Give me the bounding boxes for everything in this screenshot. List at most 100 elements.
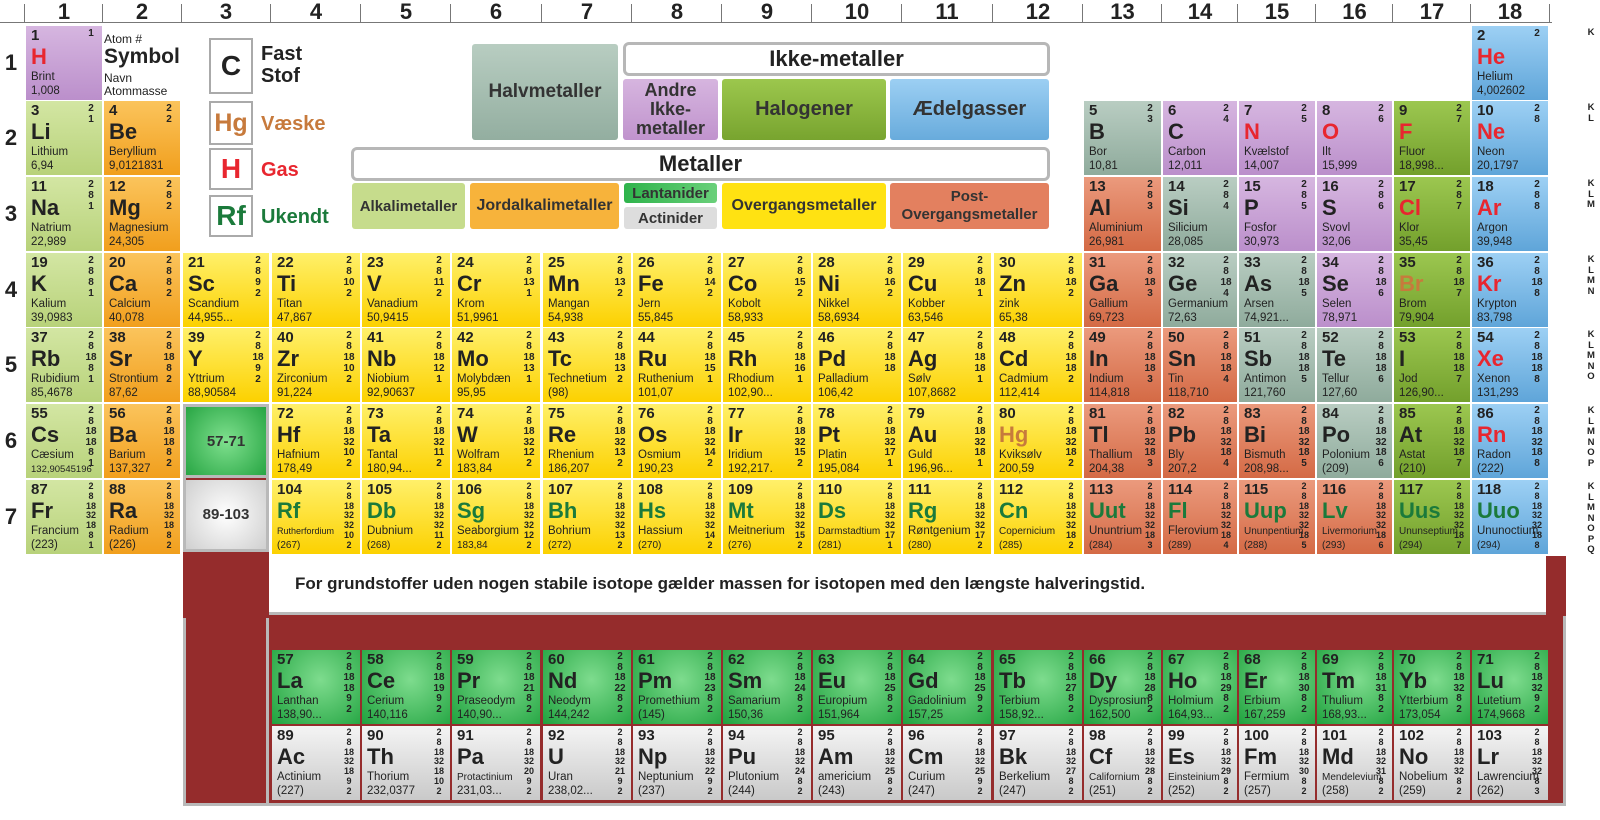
element-cell-s[interactable]: 16 S Svovl 32,06 2 8 6	[1317, 177, 1392, 251]
element-cell-ac[interactable]: 89 Ac Actinium (227) 2 8 18 32 18 9 2	[272, 726, 360, 800]
element-cell-ge[interactable]: 32 Ge Germanium 72,63 2 8 18 4	[1163, 253, 1237, 327]
element-cell-ho[interactable]: 67 Ho Holmium 164,93... 2 8 18 29 8 2	[1163, 650, 1237, 724]
element-cell-bh[interactable]: 107 Bh Bohrium (272) 2 8 18 32 32 13 2	[543, 480, 631, 554]
element-cell-cu[interactable]: 29 Cu Kobber 63,546 2 8 18 1	[903, 253, 991, 327]
element-cell-te[interactable]: 52 Te Tellur 127,60 2 8 18 18 6	[1317, 328, 1392, 402]
element-cell-dy[interactable]: 66 Dy Dysprosium 162,500 2 8 18 28 8 2	[1084, 650, 1161, 724]
element-cell-li[interactable]: 3 Li Lithium 6,94 2 1	[26, 101, 102, 175]
element-cell-nd[interactable]: 60 Nd Neodym 144,242 2 8 18 22 8 2	[543, 650, 631, 724]
element-cell-ta[interactable]: 73 Ta Tantal 180,94... 2 8 18 32 11 2	[362, 404, 450, 478]
element-cell-th[interactable]: 90 Th Thorium 232,0377 2 8 18 32 18 10 2	[362, 726, 450, 800]
element-cell-ne[interactable]: 10 Ne Neon 20,1797 2 8	[1472, 101, 1548, 175]
element-cell-lr[interactable]: 103 Lr Lawrencium (262) 2 8 18 32 32 8 3	[1472, 726, 1548, 800]
element-cell-tm[interactable]: 69 Tm Thulium 168,93... 2 8 18 31 8 2	[1317, 650, 1392, 724]
element-cell-er[interactable]: 68 Er Erbium 167,259 2 8 18 30 8 2	[1239, 650, 1315, 724]
element-cell-sb[interactable]: 51 Sb Antimon 121,760 2 8 18 18 5	[1239, 328, 1315, 402]
element-cell-rg[interactable]: 111 Rg Røntgenium (280) 2 8 18 32 32 17 2	[903, 480, 991, 554]
element-cell-uuo[interactable]: 118 Uuo Ununoctium (294) 2 8 18 32 32 18 8	[1472, 480, 1548, 554]
element-cell-ag[interactable]: 47 Ag Sølv 107,8682 2 8 18 18 1	[903, 328, 991, 402]
element-cell-sn[interactable]: 50 Sn Tin 118,710 2 8 18 18 4	[1163, 328, 1237, 402]
element-cell-pa[interactable]: 91 Pa Protactinium 231,03... 2 8 18 32 20 9 2	[452, 726, 540, 800]
element-cell-y[interactable]: 39 Y Yttrium 88,90584 2 8 18 9 2	[183, 328, 269, 402]
element-cell-lu[interactable]: 71 Lu Lutetium 174,9668 2 8 18 32 9 2	[1472, 650, 1548, 724]
element-cell-p[interactable]: 15 P Fosfor 30,973 2 8 5	[1239, 177, 1315, 251]
element-cell-cf[interactable]: 98 Cf Californium (251) 2 8 18 32 28 8 2	[1084, 726, 1161, 800]
element-cell-ni[interactable]: 28 Ni Nikkel 58,6934 2 8 16 2	[813, 253, 901, 327]
element-cell-cl[interactable]: 17 Cl Klor 35,45 2 8 7	[1394, 177, 1470, 251]
element-cell-na[interactable]: 11 Na Natrium 22,989 2 8 1	[26, 177, 102, 251]
element-cell-uus[interactable]: 117 Uus Ununseptium (294) 2 8 18 32 32 18 7	[1394, 480, 1470, 554]
element-cell-es[interactable]: 99 Es Einsteinium (252) 2 8 18 32 29 8 2	[1163, 726, 1237, 800]
element-cell-zn[interactable]: 30 Zn zink 65,38 2 8 18 2	[994, 253, 1082, 327]
element-cell-fr[interactable]: 87 Fr Francium (223) 2 8 18 32 18 8 1	[26, 480, 102, 554]
element-cell-pr[interactable]: 59 Pr Praseodym 140,90... 2 8 18 21 8 2	[452, 650, 540, 724]
element-cell-f[interactable]: 9 F Fluor 18,998... 2 7	[1394, 101, 1470, 175]
element-cell-h[interactable]: 1 H Brint 1,008 1	[26, 26, 102, 100]
element-cell-eu[interactable]: 63 Eu Europium 151,964 2 8 18 25 8 2	[813, 650, 901, 724]
element-cell-rf[interactable]: 104 Rf Rutherfordium (267) 2 8 18 32 32 10 2	[272, 480, 360, 554]
element-cell-u[interactable]: 92 U Uran 238,02... 2 8 18 32 21 9 2	[543, 726, 631, 800]
element-cell-md[interactable]: 101 Md Mendelevium (258) 2 8 18 32 31 8 2	[1317, 726, 1392, 800]
element-cell-mo[interactable]: 42 Mo Molybdæn 95,95 2 8 18 13 1	[452, 328, 540, 402]
element-cell-pm[interactable]: 61 Pm Promethium (145) 2 8 18 23 8 2	[633, 650, 721, 724]
element-cell-mg[interactable]: 12 Mg Magnesium 24,305 2 8 2	[104, 177, 180, 251]
element-cell-tb[interactable]: 65 Tb Terbium 158,92... 2 8 18 27 8 2	[994, 650, 1082, 724]
element-cell-bi[interactable]: 83 Bi Bismuth 208,98... 2 8 18 32 18 5	[1239, 404, 1315, 478]
element-cell-po[interactable]: 84 Po Polonium (209) 2 8 18 32 18 6	[1317, 404, 1392, 478]
element-cell-si[interactable]: 14 Si Silicium 28,085 2 8 4	[1163, 177, 1237, 251]
element-cell-cs[interactable]: 55 Cs Cæsium 132,90545196 2 8 18 18 8 1	[26, 404, 102, 478]
element-cell-fm[interactable]: 100 Fm Fermium (257) 2 8 18 32 30 8 2	[1239, 726, 1315, 800]
element-cell-ce[interactable]: 58 Ce Cerium 140,116 2 8 18 19 9 2	[362, 650, 450, 724]
element-cell-pt[interactable]: 78 Pt Platin 195,084 2 8 18 32 17 1	[813, 404, 901, 478]
element-cell-i[interactable]: 53 I Jod 126,90... 2 8 18 18 7	[1394, 328, 1470, 402]
element-cell-al[interactable]: 13 Al Aluminium 26,981 2 8 3	[1084, 177, 1161, 251]
element-cell-os[interactable]: 76 Os Osmium 190,23 2 8 18 32 14 2	[633, 404, 721, 478]
element-cell-hf[interactable]: 72 Hf Hafnium 178,49 2 8 18 32 10 2	[272, 404, 360, 478]
element-cell-zr[interactable]: 40 Zr Zirconium 91,224 2 8 18 10 2	[272, 328, 360, 402]
element-cell-pd[interactable]: 46 Pd Palladium 106,42 2 8 18 18	[813, 328, 901, 402]
element-cell-in[interactable]: 49 In Indium 114,818 2 8 18 18 3	[1084, 328, 1161, 402]
element-cell-ds[interactable]: 110 Ds Darmstadtium (281) 2 8 18 32 32 17 1	[813, 480, 901, 554]
element-cell-co[interactable]: 27 Co Kobolt 58,933 2 8 15 2	[723, 253, 811, 327]
element-cell-cr[interactable]: 24 Cr Krom 51,9961 2 8 13 1	[452, 253, 540, 327]
element-cell-sg[interactable]: 106 Sg Seaborgium 183,84 2 8 18 32 32 12 2	[452, 480, 540, 554]
element-cell-uup[interactable]: 115 Uup Ununpentium (288) 2 8 18 32 32 18 5	[1239, 480, 1315, 554]
element-cell-uut[interactable]: 113 Uut Ununtrium (284) 2 8 18 32 32 18 3	[1084, 480, 1161, 554]
element-cell-as[interactable]: 33 As Arsen 74,921... 2 8 18 5	[1239, 253, 1315, 327]
element-cell-sr[interactable]: 38 Sr Strontium 87,62 2 8 18 8 2	[104, 328, 180, 402]
element-cell-fe[interactable]: 26 Fe Jern 55,845 2 8 14 2	[633, 253, 721, 327]
element-cell-np[interactable]: 93 Np Neptunium (237) 2 8 18 32 22 9 2	[633, 726, 721, 800]
element-cell-k[interactable]: 19 K Kalium 39,0983 2 8 8 1	[26, 253, 102, 327]
element-cell-ba[interactable]: 56 Ba Barium 137,327 2 8 18 18 8 2	[104, 404, 180, 478]
element-cell-mt[interactable]: 109 Mt Meitnerium (276) 2 8 18 32 32 15 2	[723, 480, 811, 554]
element-cell-ar[interactable]: 18 Ar Argon 39,948 2 8 8	[1472, 177, 1548, 251]
element-cell-ru[interactable]: 44 Ru Ruthenium 101,07 2 8 18 15 1	[633, 328, 721, 402]
element-cell-au[interactable]: 79 Au Guld 196,96... 2 8 18 32 18 1	[903, 404, 991, 478]
element-cell-db[interactable]: 105 Db Dubnium (268) 2 8 18 32 32 11 2	[362, 480, 450, 554]
element-cell-no[interactable]: 102 No Nobelium (259) 2 8 18 32 32 8 2	[1394, 726, 1470, 800]
element-cell-rn[interactable]: 86 Rn Radon (222) 2 8 18 32 18 8	[1472, 404, 1548, 478]
element-cell-bk[interactable]: 97 Bk Berkelium (247) 2 8 18 32 27 8 2	[994, 726, 1082, 800]
element-cell-sc[interactable]: 21 Sc Scandium 44,955... 2 8 9 2	[183, 253, 269, 327]
element-cell-cn[interactable]: 112 Cn Copernicium (285) 2 8 18 32 32 18 2	[994, 480, 1082, 554]
element-cell-gd[interactable]: 64 Gd Gadolinium 157,25 2 8 18 25 9 2	[903, 650, 991, 724]
element-cell-sm[interactable]: 62 Sm Samarium 150,36 2 8 18 24 8 2	[723, 650, 811, 724]
element-cell-yb[interactable]: 70 Yb Ytterbium 173,054 2 8 18 32 8 2	[1394, 650, 1470, 724]
element-cell-hg[interactable]: 80 Hg Kviksølv 200,59 2 8 18 32 18 2	[994, 404, 1082, 478]
element-cell-ra[interactable]: 88 Ra Radium (226) 2 8 18 32 18 8 2	[104, 480, 180, 554]
element-cell-rb[interactable]: 37 Rb Rubidium 85,4678 2 8 18 8 1	[26, 328, 102, 402]
element-cell-rh[interactable]: 45 Rh Rhodium 102,90... 2 8 18 16 1	[723, 328, 811, 402]
element-cell-ti[interactable]: 22 Ti Titan 47,867 2 8 10 2	[272, 253, 360, 327]
element-cell-w[interactable]: 74 W Wolfram 183,84 2 8 18 32 12 2	[452, 404, 540, 478]
element-cell-v[interactable]: 23 V Vanadium 50,9415 2 8 11 2	[362, 253, 450, 327]
element-cell-cd[interactable]: 48 Cd Cadmium 112,414 2 8 18 18 2	[994, 328, 1082, 402]
element-cell-ga[interactable]: 31 Ga Gallium 69,723 2 8 18 3	[1084, 253, 1161, 327]
element-cell-he[interactable]: 2 He Helium 4,002602 2	[1472, 26, 1548, 100]
element-cell-be[interactable]: 4 Be Beryllium 9,0121831 2 2	[104, 101, 180, 175]
element-cell-pu[interactable]: 94 Pu Plutonium (244) 2 8 18 32 24 8 2	[723, 726, 811, 800]
element-cell-ca[interactable]: 20 Ca Calcium 40,078 2 8 8 2	[104, 253, 180, 327]
element-cell-mn[interactable]: 25 Mn Mangan 54,938 2 8 13 2	[543, 253, 631, 327]
element-cell-nb[interactable]: 41 Nb Niobium 92,90637 2 8 18 12 1	[362, 328, 450, 402]
element-cell-cm[interactable]: 96 Cm Curium (247) 2 8 18 32 25 9 2	[903, 726, 991, 800]
element-cell-fl[interactable]: 114 Fl Flerovium (289) 2 8 18 32 32 18 4	[1163, 480, 1237, 554]
